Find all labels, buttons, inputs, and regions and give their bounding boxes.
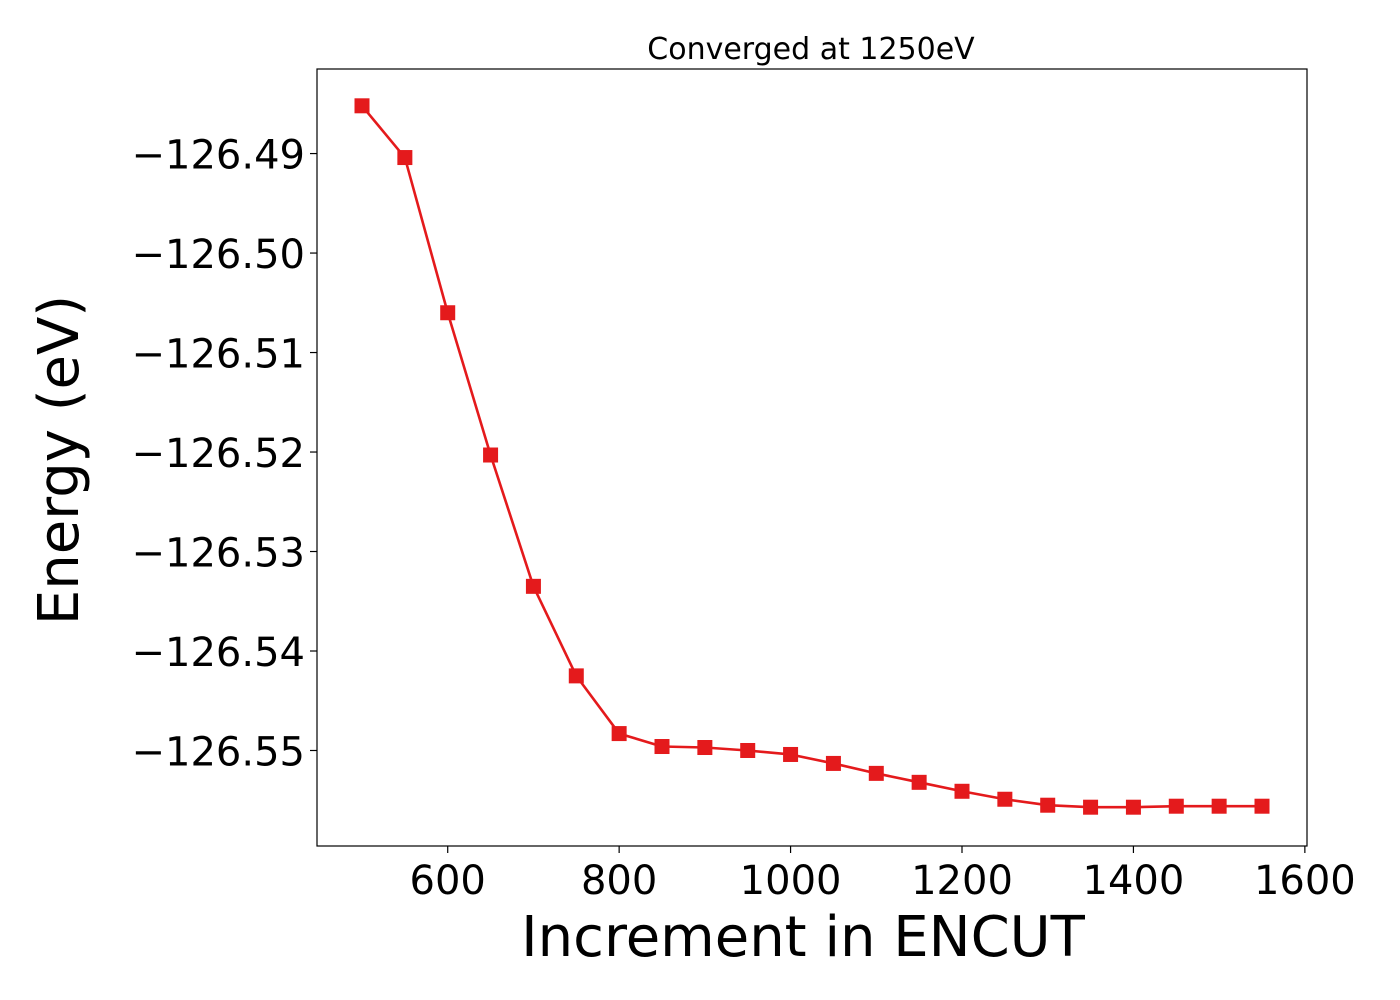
data-point bbox=[654, 739, 670, 755]
data-point bbox=[525, 578, 541, 594]
data-point bbox=[483, 447, 499, 463]
data-point bbox=[354, 98, 370, 114]
y-tick-label: −126.51 bbox=[132, 332, 305, 378]
y-tick-label: −126.53 bbox=[132, 531, 305, 577]
data-point bbox=[825, 755, 841, 771]
x-tick-label: 1200 bbox=[911, 858, 1013, 904]
plot-frame bbox=[316, 68, 1308, 847]
x-tick-label: 1000 bbox=[740, 858, 842, 904]
data-point bbox=[868, 765, 884, 781]
x-tick-label: 800 bbox=[581, 858, 657, 904]
y-tick-label: −126.55 bbox=[132, 729, 305, 775]
y-axis-label: Energy (eV) bbox=[27, 295, 92, 625]
data-series bbox=[354, 98, 1270, 815]
data-point bbox=[911, 774, 927, 790]
x-tick-label: 600 bbox=[410, 858, 486, 904]
x-tick-label: 1400 bbox=[1083, 858, 1185, 904]
y-tick-label: −126.49 bbox=[132, 133, 305, 179]
axes: 600 800 1000 1200 1400 1600 −126.49 −126.50 −126… bbox=[132, 68, 1356, 904]
data-point bbox=[697, 740, 713, 756]
y-tick-label: −126.50 bbox=[132, 232, 305, 278]
data-point bbox=[997, 791, 1013, 807]
data-point bbox=[1254, 798, 1270, 814]
x-axis-label: Increment in ENCUT bbox=[521, 905, 1086, 970]
data-point bbox=[1168, 798, 1184, 814]
data-point bbox=[1125, 799, 1141, 815]
data-point bbox=[611, 726, 627, 742]
data-point bbox=[397, 150, 413, 166]
data-point bbox=[1211, 798, 1227, 814]
data-point bbox=[1083, 799, 1099, 815]
data-point bbox=[440, 305, 456, 321]
y-tick-label: −126.54 bbox=[132, 630, 305, 676]
series-line bbox=[360, 104, 1262, 809]
x-tick-label: 1600 bbox=[1254, 858, 1356, 904]
data-point bbox=[954, 783, 970, 799]
data-point bbox=[1040, 797, 1056, 813]
y-tick-label: −126.52 bbox=[132, 431, 305, 477]
data-point bbox=[568, 668, 584, 684]
data-point bbox=[783, 746, 799, 762]
chart-title: Converged at 1250eV bbox=[647, 32, 975, 67]
data-point bbox=[740, 742, 756, 758]
